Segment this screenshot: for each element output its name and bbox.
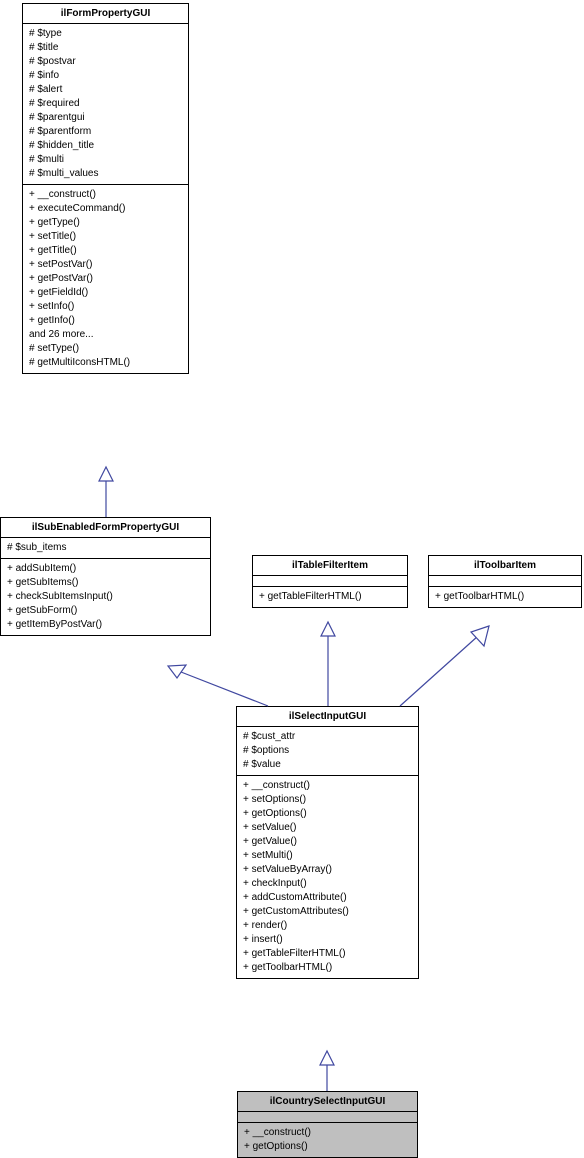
class-title: ilFormPropertyGUI [23, 4, 188, 24]
class-ilcountryselectinputgui: ilCountrySelectInputGUI + __construct() … [237, 1091, 418, 1158]
class-ilsubenabledformpropertygui: ilSubEnabledFormPropertyGUI # $sub_items… [0, 517, 211, 636]
attributes-section [238, 1112, 417, 1123]
class-title: ilCountrySelectInputGUI [238, 1092, 417, 1112]
operations-section: + __construct() + setOptions() + getOpti… [237, 776, 418, 978]
class-ilformpropertygui: ilFormPropertyGUI # $type # $title # $po… [22, 3, 189, 374]
operations-section: + __construct() + executeCommand() + get… [23, 185, 188, 373]
operations-section: + getToolbarHTML() [429, 587, 581, 607]
attributes-section: # $type # $title # $postvar # $info # $a… [23, 24, 188, 185]
class-iltoolbaritem: ilToolbarItem + getToolbarHTML() [428, 555, 582, 608]
operations-section: + addSubItem() + getSubItems() + checkSu… [1, 559, 210, 635]
attributes-section [429, 576, 581, 587]
attributes-section [253, 576, 407, 587]
class-title: ilToolbarItem [429, 556, 581, 576]
class-ilselectinputgui: ilSelectInputGUI # $cust_attr # $options… [236, 706, 419, 979]
class-iltablefilteritem: ilTableFilterItem + getTableFilterHTML() [252, 555, 408, 608]
attributes-section: # $cust_attr # $options # $value [237, 727, 418, 776]
attributes-section: # $sub_items [1, 538, 210, 559]
class-title: ilSelectInputGUI [237, 707, 418, 727]
class-title: ilTableFilterItem [253, 556, 407, 576]
operations-section: + __construct() + getOptions() [238, 1123, 417, 1157]
class-title: ilSubEnabledFormPropertyGUI [1, 518, 210, 538]
operations-section: + getTableFilterHTML() [253, 587, 407, 607]
